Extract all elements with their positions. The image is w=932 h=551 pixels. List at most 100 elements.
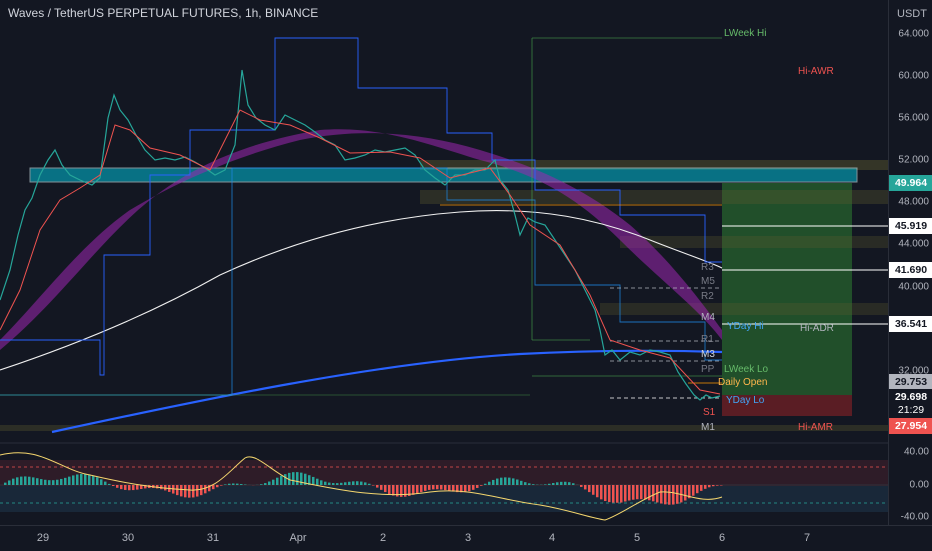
- oscillator-bar: [392, 485, 395, 496]
- oscillator-bar: [320, 480, 323, 485]
- oscillator-bar: [620, 485, 623, 503]
- oscillator-bar: [68, 477, 71, 485]
- price-chart[interactable]: [0, 0, 888, 525]
- oscillator-bar: [84, 474, 87, 485]
- oscillator-bar: [360, 482, 363, 485]
- oscillator-bar: [36, 478, 39, 485]
- hi-awr-label: Hi-AWR: [798, 66, 834, 77]
- price-axis[interactable]: USDT 64.000 60.000 56.000 52.000 48.000 …: [888, 0, 932, 525]
- oscillator-bar: [716, 485, 719, 486]
- oscillator-bar: [368, 484, 371, 485]
- time-axis[interactable]: 29 30 31 Apr 2 3 4 5 6 7: [0, 525, 932, 551]
- oscillator-bar: [480, 485, 483, 486]
- oscillator-bar: [352, 481, 355, 485]
- oscillator-bar: [400, 485, 403, 497]
- oscillator-bar: [376, 485, 379, 488]
- oscillator-bar: [544, 484, 547, 485]
- oscillator-bar: [24, 476, 27, 485]
- oscillator-bar: [20, 477, 23, 485]
- oscillator-bar: [312, 477, 315, 485]
- oscillator-bar: [8, 480, 11, 485]
- osc-tick: -40.00: [901, 512, 929, 523]
- sma-200-line: [52, 351, 722, 432]
- oscillator-bar: [428, 485, 431, 490]
- price-tick: 48.000: [898, 197, 929, 208]
- time-label: 2: [380, 532, 386, 544]
- m1-label: M1: [701, 422, 715, 433]
- oscillator-bar: [568, 482, 571, 485]
- oscillator-bar: [648, 485, 651, 500]
- oscillator-bar: [560, 482, 563, 485]
- oscillator-bar: [556, 482, 559, 485]
- oscillator-bar: [664, 485, 667, 504]
- price-tick: 40.000: [898, 282, 929, 293]
- oscillator-bar: [204, 485, 207, 493]
- oscillator-bar: [700, 485, 703, 491]
- stop-loss-price-tag: 27.954: [889, 418, 932, 434]
- oscillator-bar: [600, 485, 603, 499]
- oscillator-bar: [236, 484, 239, 485]
- osc-tick: 40.00: [904, 447, 929, 458]
- oscillator-bar: [264, 483, 267, 485]
- oscillator-bar: [32, 477, 35, 485]
- oscillator-bar: [468, 485, 471, 491]
- oscillator-bar: [388, 485, 391, 494]
- oscillator-bar: [676, 485, 679, 504]
- oscillator-bar: [340, 483, 343, 485]
- oscillator-bar: [228, 484, 231, 485]
- price-tick: 52.000: [898, 155, 929, 166]
- oscillator-bar: [384, 485, 387, 492]
- oscillator-bar: [100, 479, 103, 485]
- oscillator-bar: [464, 485, 467, 492]
- yday-lo-label: YDay Lo: [726, 395, 764, 406]
- oscillator-bar: [108, 484, 111, 485]
- oscillator-bar: [128, 485, 131, 490]
- oscillator-bar: [176, 485, 179, 495]
- oscillator-bar: [104, 482, 107, 485]
- oscillator-bar: [88, 474, 91, 485]
- oscillator-bar: [580, 485, 583, 487]
- oscillator-bar: [192, 485, 195, 497]
- oscillator-bar: [660, 485, 663, 504]
- oscillator-bar: [224, 484, 227, 485]
- oscillator-bar: [404, 485, 407, 497]
- oscillator-bar: [588, 485, 591, 492]
- oscillator-bar: [512, 478, 515, 485]
- oscillator-bar: [684, 485, 687, 501]
- time-label: 5: [634, 532, 640, 544]
- current-price-tag: 49.964: [889, 175, 932, 191]
- oscillator-bar: [76, 474, 79, 485]
- s1-label: S1: [703, 407, 715, 418]
- oscillator-bar: [96, 477, 99, 485]
- oscillator-bar: [92, 476, 95, 485]
- oscillator-bar: [372, 485, 375, 486]
- oscillator-bar: [432, 485, 435, 489]
- oscillator-bar: [440, 485, 443, 490]
- oscillator-bar: [44, 480, 47, 485]
- oscillator-bar: [492, 480, 495, 485]
- oscillator-bar: [520, 481, 523, 485]
- resistance-zone-4: [600, 303, 888, 315]
- support-zone: [0, 425, 888, 431]
- oscillator-bar: [564, 482, 567, 485]
- oscillator-bar: [532, 484, 535, 485]
- price-tick: 60.000: [898, 71, 929, 82]
- oscillator-bar: [548, 484, 551, 485]
- oscillator-bar: [508, 478, 511, 485]
- oscillator-bar: [584, 485, 587, 489]
- daily-open-price-tag: 29.753: [889, 374, 932, 390]
- r1-label: R1: [701, 334, 714, 345]
- oscillator-bar: [28, 477, 31, 485]
- time-label: 4: [549, 532, 555, 544]
- oscillator-bar: [328, 483, 331, 485]
- oscillator-bar: [592, 485, 595, 495]
- oscillator-bar: [348, 482, 351, 485]
- oscillator-bar: [632, 485, 635, 500]
- oscillator-bar: [628, 485, 631, 501]
- oscillator-bar: [596, 485, 599, 497]
- oscillator-bar: [500, 478, 503, 485]
- oscillator-bar: [80, 474, 83, 485]
- oscillator-bar: [624, 485, 627, 502]
- level-price-tag: 41.690: [889, 262, 932, 278]
